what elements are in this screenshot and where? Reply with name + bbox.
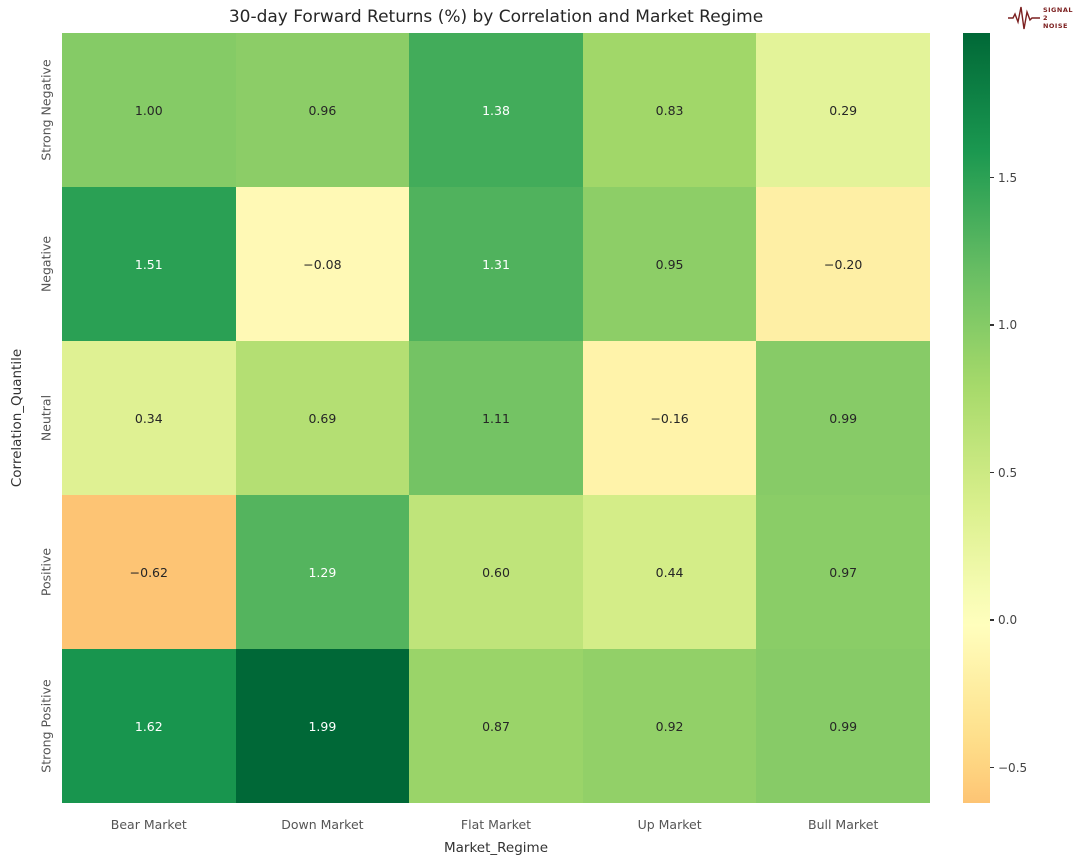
heatmap-cell: 0.29 <box>756 33 930 187</box>
y-axis-label: Correlation_Quantile <box>9 348 25 488</box>
heatmap-cell: 0.96 <box>235 33 410 187</box>
heatmap-cell: 1.00 <box>62 33 236 187</box>
heatmap-cell: 1.62 <box>62 649 236 803</box>
x-tick-label: Up Market <box>637 817 702 832</box>
x-tick-label: Down Market <box>281 817 364 832</box>
waveform-icon <box>1007 6 1040 30</box>
signal-to-noise-logo: SIGNAL 2 NOISE <box>1007 4 1073 32</box>
heatmap-grid: 1.00 0.96 1.38 0.83 0.29 1.51 −0.08 1.31 0.95 −0.… <box>62 33 930 803</box>
heatmap-cell: 1.11 <box>409 341 583 495</box>
y-tick-label: Strong Negative <box>38 59 54 161</box>
x-tick-label: Bull Market <box>807 817 879 832</box>
y-tick-label: Neutral <box>38 394 54 442</box>
colorbar-tick-label: 0.0 <box>998 613 1018 628</box>
heatmap-cell: 0.83 <box>582 33 757 187</box>
colorbar-tick-label: 0.5 <box>998 465 1018 480</box>
logo-line-1: SIGNAL <box>1042 6 1073 14</box>
colorbar-tick-mark <box>990 176 994 179</box>
heatmap-cell: 0.60 <box>409 495 583 649</box>
chart-title: 30-day Forward Returns (%) by Correlatio… <box>228 7 764 27</box>
colorbar-tick-mark <box>990 766 994 769</box>
logo-text: SIGNAL 2 NOISE <box>1043 6 1073 30</box>
colorbar-tick-label: 1.0 <box>998 318 1018 333</box>
heatmap-cell: 0.97 <box>756 495 930 649</box>
heatmap-cell: 1.38 <box>409 33 583 187</box>
heatmap-cell: 0.95 <box>582 187 757 341</box>
heatmap-cell: 0.99 <box>756 649 930 803</box>
colorbar-tick-mark <box>990 324 994 326</box>
heatmap-cell: 0.44 <box>582 495 757 649</box>
x-axis-label: Market_Regime <box>443 840 549 856</box>
heatmap-cell: 0.92 <box>582 649 757 803</box>
heatmap-cell: 1.99 <box>235 649 410 803</box>
heatmap-cell: 0.87 <box>409 649 583 803</box>
colorbar-tick-mark <box>990 619 994 621</box>
logo-line-3: NOISE <box>1042 22 1068 30</box>
heatmap-cell: 1.31 <box>409 187 583 341</box>
heatmap-cell: 0.69 <box>235 341 410 495</box>
y-tick-label: Negative <box>38 235 54 293</box>
colorbar <box>963 33 990 803</box>
y-tick-label: Strong Positive <box>38 679 54 773</box>
x-tick-label: Flat Market <box>460 817 532 832</box>
x-tick-label: Bear Market <box>110 817 187 832</box>
heatmap-cell: −0.62 <box>62 495 236 649</box>
colorbar-tick-mark <box>990 471 994 474</box>
heatmap-cell: −0.20 <box>756 187 930 341</box>
heatmap-cell: 0.34 <box>62 341 236 495</box>
colorbar-tick-label: 1.5 <box>998 170 1018 185</box>
colorbar-tick-label: −0.5 <box>998 760 1028 775</box>
logo-line-2: 2 <box>1042 14 1048 22</box>
heatmap-cell: 0.99 <box>756 341 930 495</box>
heatmap-cell: 1.51 <box>62 187 236 341</box>
heatmap-cell: 1.29 <box>235 495 410 649</box>
heatmap-cell: −0.08 <box>235 187 410 341</box>
heatmap-cell: −0.16 <box>582 341 757 495</box>
y-tick-label: Positive <box>38 547 54 597</box>
waveform-line <box>1007 6 1040 30</box>
